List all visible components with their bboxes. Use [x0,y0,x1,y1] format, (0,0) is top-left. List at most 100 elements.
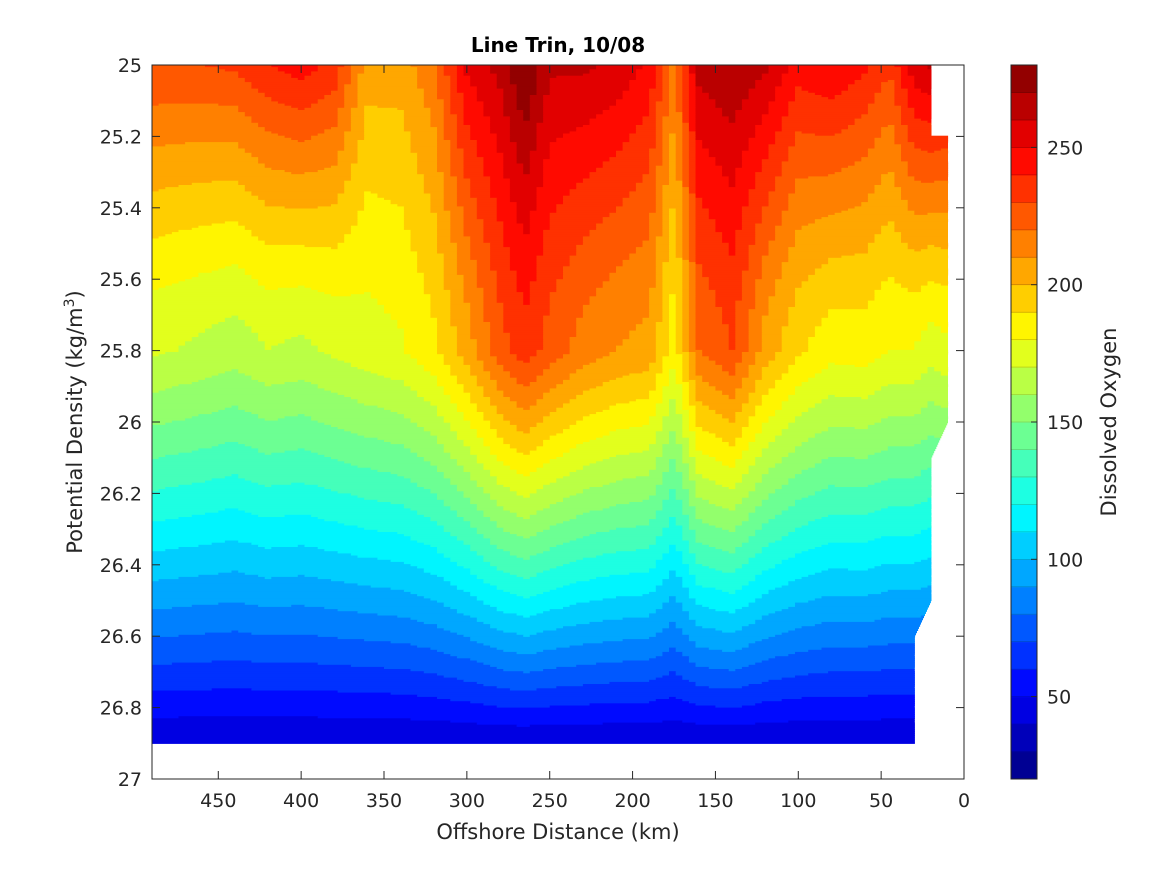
contour-cell [509,257,537,261]
contour-cell [907,163,949,167]
contour-cell [768,416,796,419]
contour-cell [569,349,617,353]
contour-cell [364,137,412,141]
contour-cell [901,189,948,192]
contour-cell [443,135,458,139]
contour-cell [768,390,796,394]
contour-cell [655,86,663,90]
contour-cell [609,431,657,434]
contour-cell [927,120,932,124]
contour-cell [178,347,266,351]
contour-cell [456,199,478,203]
contour-cell [450,170,465,173]
contour-cell [417,82,438,85]
contour-cell [258,482,292,486]
contour-cell [675,341,683,344]
contour-cell [437,347,458,351]
contour-cell [450,399,471,402]
contour-cell [344,65,352,68]
contour-cell [781,163,856,167]
contour-cell [675,409,690,413]
contour-cell [622,144,657,147]
contour-cell [748,375,763,379]
contour-cell [470,332,491,336]
contour-cell [410,249,438,252]
contour-cell [768,472,803,475]
contour-cell [483,229,504,233]
contour-cell [496,272,518,276]
contour-cell [576,185,637,188]
contour-cell [430,114,445,117]
contour-cell [669,319,677,323]
contour-cell [675,294,683,297]
contour-cell [662,80,670,83]
contour-cell [549,214,610,218]
contour-cell [808,409,922,413]
contour-cell [688,289,697,293]
contour-cell [238,146,345,150]
contour-cell [509,339,544,342]
contour-cell [543,176,591,180]
contour-cell [682,328,690,332]
contour-cell [450,294,465,297]
contour-cell [907,287,922,291]
contour-cell [688,221,697,225]
contour-cell [609,107,650,111]
contour-cell [662,317,670,321]
contour-cell [423,287,445,291]
contour-cell [430,315,451,319]
contour-cell [748,373,763,377]
contour-cell [828,315,948,319]
contour-cell [682,67,690,70]
contour-cell [874,360,948,364]
contour-cell [463,298,484,302]
contour-cell [337,392,418,396]
contour-cell [788,313,829,317]
contour-cell [761,255,789,259]
contour-cell [894,125,909,128]
contour-cell [669,146,677,150]
contour-cell [741,499,763,503]
contour-cell [556,289,597,293]
contour-cell [907,71,932,75]
contour-cell [688,249,697,252]
contour-cell [795,90,809,94]
contour-cell [569,339,624,342]
contour-cell [556,358,597,362]
contour-cell [165,388,325,392]
contour-cell [695,294,716,297]
contour-cell [682,92,690,96]
contour-cell [688,135,697,139]
contour-cell [662,185,683,188]
contour-cell [483,416,504,419]
contour-cell [688,422,697,426]
contour-cell [231,474,239,477]
contour-cell [470,191,491,195]
contour-cell [881,229,895,233]
contour-cell [755,435,776,439]
contour-cell [596,294,650,297]
contour-cell [503,328,544,332]
contour-cell [463,101,484,105]
contour-cell [755,127,783,130]
contour-cell [456,73,465,77]
contour-cell [867,199,909,203]
contour-cell [483,161,504,165]
contour-cell [456,326,471,329]
contour-cell [655,322,670,325]
contour-cell [238,264,418,267]
contour-cell [675,401,683,404]
contour-cell [490,259,511,263]
contour-cell [688,178,697,182]
contour-cell [430,431,458,434]
contour-cell [695,334,730,338]
contour-cell [821,369,929,372]
contour-cell [735,504,763,507]
contour-cell [337,157,359,160]
contour-cell [258,238,345,242]
contour-cell [536,206,557,210]
contour-cell [470,328,491,332]
contour-cell [476,403,491,407]
contour-cell [682,257,690,261]
contour-cell [688,326,697,329]
